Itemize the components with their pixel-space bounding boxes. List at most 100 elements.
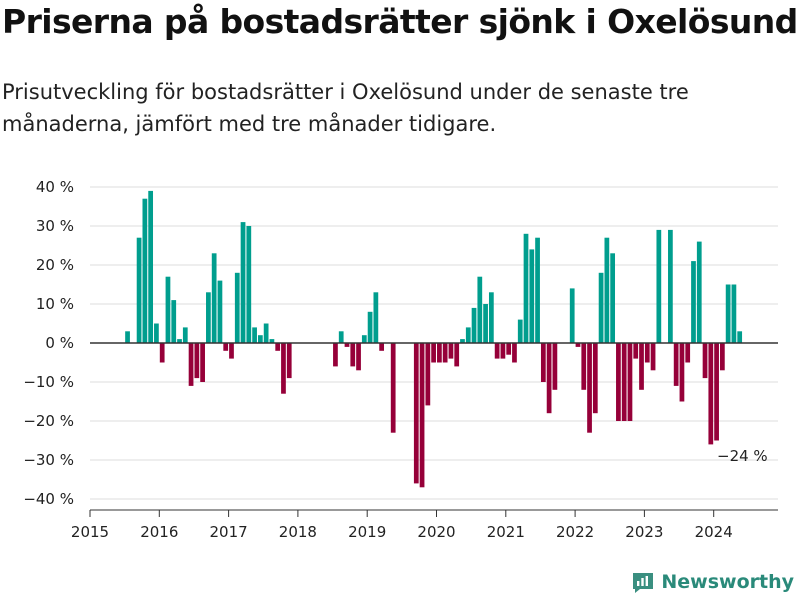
bar bbox=[714, 343, 719, 441]
x-tick-label: 2020 bbox=[417, 523, 455, 541]
bar bbox=[517, 319, 523, 343]
bar bbox=[367, 311, 373, 343]
bar bbox=[171, 300, 177, 343]
y-tick-label: 0 % bbox=[45, 334, 74, 352]
x-tick-label: 2018 bbox=[279, 523, 317, 541]
newsworthy-logo-icon bbox=[633, 573, 654, 593]
bar bbox=[361, 335, 367, 343]
bar bbox=[419, 343, 425, 488]
x-tick-label: 2015 bbox=[71, 523, 109, 541]
bar bbox=[592, 343, 598, 414]
bar bbox=[679, 343, 685, 402]
bar bbox=[529, 249, 535, 343]
bar bbox=[154, 323, 159, 343]
x-tick-label: 2016 bbox=[140, 523, 178, 541]
bar bbox=[125, 331, 130, 343]
bar bbox=[275, 343, 281, 351]
bar bbox=[719, 343, 725, 371]
bar bbox=[488, 292, 494, 343]
bar bbox=[604, 237, 610, 343]
bar bbox=[373, 292, 379, 343]
bar bbox=[581, 343, 587, 390]
bar bbox=[500, 343, 506, 359]
last-value-label: −24 % bbox=[717, 447, 768, 465]
bar bbox=[437, 343, 442, 363]
brand-name: Newsworthy bbox=[661, 571, 794, 593]
bar bbox=[338, 331, 344, 343]
bar bbox=[257, 335, 263, 343]
bar bbox=[148, 190, 154, 343]
bar bbox=[211, 253, 217, 343]
bar bbox=[344, 343, 350, 347]
bar bbox=[333, 343, 338, 367]
bar bbox=[448, 343, 454, 359]
y-tick-label: −30 % bbox=[23, 451, 74, 469]
bar bbox=[668, 229, 673, 343]
chart-subtitle: Prisutveckling för bostadsrätter i Oxelö… bbox=[2, 80, 689, 136]
y-tick-label: 10 % bbox=[36, 295, 74, 313]
bar bbox=[483, 304, 488, 343]
bar bbox=[234, 272, 240, 343]
bar-chart: 40 % 30 % 20 % 10 % 0 % −10 % −20 % −30 % −40 % 2… bbox=[23, 178, 778, 541]
bar bbox=[246, 226, 252, 343]
bar bbox=[460, 339, 465, 343]
bar bbox=[691, 261, 696, 343]
bar bbox=[708, 343, 714, 445]
bar bbox=[546, 343, 552, 414]
bar bbox=[650, 343, 656, 371]
bar bbox=[569, 288, 575, 343]
bar bbox=[350, 343, 356, 367]
bar bbox=[512, 343, 517, 363]
bar bbox=[281, 343, 286, 394]
bar bbox=[575, 343, 581, 347]
bar bbox=[644, 343, 650, 363]
bar bbox=[188, 343, 194, 386]
bar bbox=[696, 241, 702, 343]
bar bbox=[610, 253, 616, 343]
bar bbox=[471, 307, 477, 343]
x-tick-label: 2023 bbox=[625, 523, 663, 541]
bar bbox=[627, 343, 633, 421]
bar bbox=[587, 343, 592, 433]
y-tick-label: −20 % bbox=[23, 412, 74, 430]
bar bbox=[252, 327, 257, 343]
x-tick-label: 2024 bbox=[695, 523, 733, 541]
x-tick-label: 2019 bbox=[348, 523, 386, 541]
bar bbox=[379, 343, 385, 351]
bar bbox=[535, 237, 540, 343]
bar bbox=[598, 272, 604, 343]
bar bbox=[177, 339, 182, 343]
bar bbox=[390, 343, 396, 433]
bar bbox=[240, 222, 246, 343]
bar bbox=[263, 323, 269, 343]
bar bbox=[639, 343, 644, 390]
bar bbox=[194, 343, 200, 379]
bar bbox=[165, 276, 171, 343]
y-tick-label: −40 % bbox=[23, 490, 74, 508]
bar bbox=[223, 343, 229, 351]
bar bbox=[616, 343, 621, 421]
bar bbox=[465, 327, 471, 343]
bar bbox=[523, 233, 529, 343]
bar bbox=[182, 327, 188, 343]
bar bbox=[200, 343, 205, 382]
x-tick-label: 2017 bbox=[210, 523, 248, 541]
bar bbox=[425, 343, 431, 406]
bar bbox=[477, 276, 483, 343]
y-tick-label: −10 % bbox=[23, 373, 74, 391]
bar bbox=[552, 343, 558, 390]
bar bbox=[702, 343, 708, 379]
bar bbox=[621, 343, 627, 421]
bar bbox=[159, 343, 165, 363]
bar bbox=[431, 343, 436, 363]
bar bbox=[540, 343, 546, 382]
bar bbox=[725, 284, 731, 343]
y-tick-label: 20 % bbox=[36, 256, 74, 274]
bar bbox=[633, 343, 639, 359]
bar bbox=[217, 280, 223, 343]
bar bbox=[442, 343, 448, 363]
bar bbox=[673, 343, 679, 386]
y-tick-label: 40 % bbox=[36, 178, 74, 196]
bar bbox=[685, 343, 691, 363]
bar bbox=[136, 237, 142, 343]
